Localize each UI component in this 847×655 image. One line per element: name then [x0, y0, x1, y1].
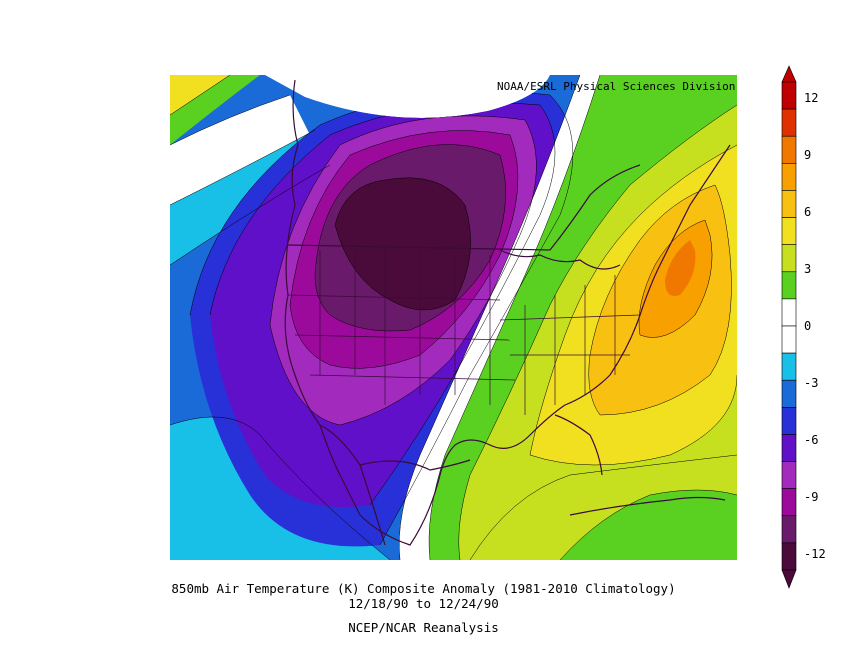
colorbar-swatch — [781, 515, 797, 544]
colorbar-swatch — [781, 434, 797, 462]
colorbar-tick-label: 0 — [804, 319, 811, 333]
anomaly-map — [170, 75, 737, 560]
anomaly-band-green-south — [560, 490, 737, 560]
contour-lines — [170, 75, 737, 560]
anomaly-band-white-nw — [170, 95, 310, 205]
colorbar-swatch — [781, 108, 797, 137]
anomaly-band-deep-purple — [335, 177, 471, 310]
colorbar-swatch — [781, 298, 797, 327]
colorbar-tick-label: 9 — [804, 148, 811, 162]
colorbar-swatch — [781, 407, 797, 435]
dataset-label: NCEP/NCAR Reanalysis — [348, 620, 499, 635]
colorbar-swatch — [781, 352, 797, 381]
date-range: 12/18/90 to 12/24/90 — [348, 596, 499, 611]
colorbar-arrow-bottom — [781, 569, 797, 589]
anomaly-band-dark-orange-east — [665, 240, 696, 296]
colorbar-swatch — [781, 135, 797, 164]
colorbar-tick-label: -6 — [804, 433, 818, 447]
colorbar-tick-label: 3 — [804, 262, 811, 276]
coastlines-and-borders — [284, 79, 731, 546]
colorbar-tick-label: -3 — [804, 376, 818, 390]
anomaly-band-green-nw — [170, 75, 260, 145]
colorbar-swatch — [781, 379, 797, 408]
colorbar-swatch — [781, 163, 797, 191]
colorbar-swatch — [781, 217, 797, 245]
colorbar-swatch — [781, 271, 797, 300]
colorbar-swatch — [781, 488, 797, 517]
colorbar-arrow-top — [781, 65, 797, 83]
colorbar-swatch — [781, 542, 797, 571]
colorbar-tick-label: -9 — [804, 490, 818, 504]
colorbar-swatch — [781, 81, 797, 110]
colorbar-tick-label: 6 — [804, 205, 811, 219]
colorbar-swatch — [781, 190, 797, 218]
colorbar-swatch — [781, 461, 797, 489]
color-legend: 12 9 6 3 0 -3 -6 -9 -12 — [781, 65, 826, 589]
colorbar-swatch — [781, 244, 797, 273]
state-borders — [287, 250, 641, 415]
colorbar-tick-label: 12 — [804, 91, 818, 105]
colorbar-tick-label: -12 — [804, 547, 826, 561]
map-title: 850mb Air Temperature (K) Composite Anom… — [171, 581, 676, 596]
credit-label: NOAA/ESRL Physical Sciences Division — [497, 80, 736, 93]
colorbar-swatch — [781, 325, 797, 354]
